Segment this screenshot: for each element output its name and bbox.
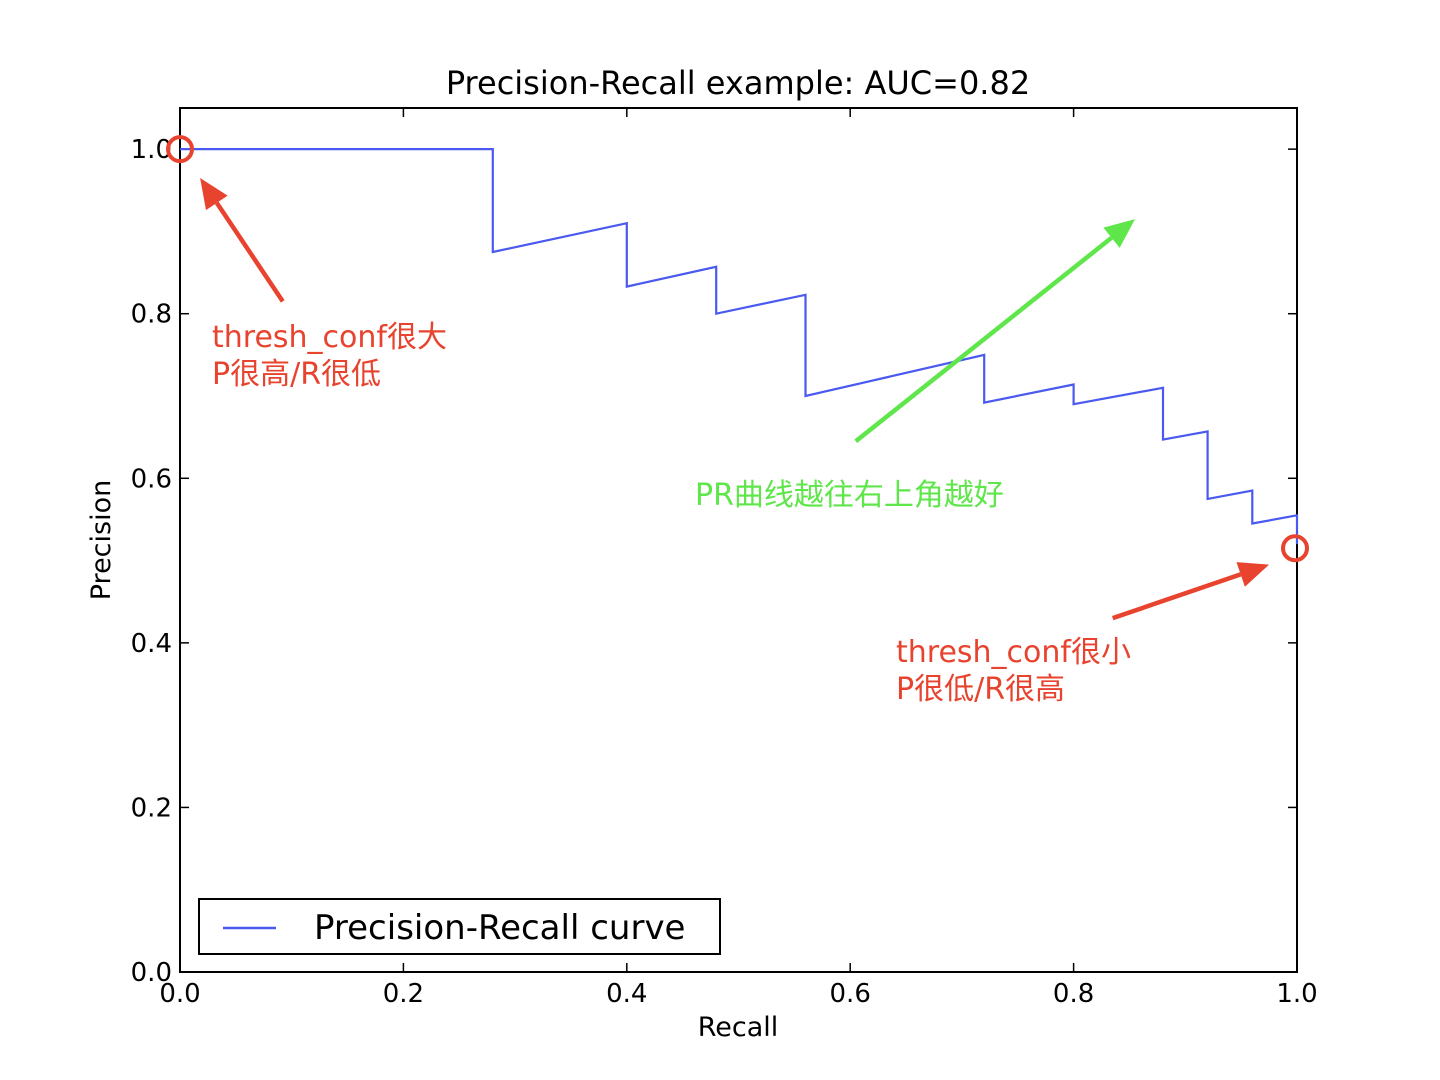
legend-label: Precision-Recall curve	[314, 908, 685, 948]
y-tick-label: 0.8	[131, 300, 172, 330]
x-tick-label: 0.6	[830, 979, 871, 1009]
tick-labels: 0.0 0.2 0.4 0.6 0.8 1.0 0.0 0.2 0.4 0.6 0.8 1.0	[131, 135, 1318, 1009]
plot-frame	[179, 107, 1298, 973]
x-tick-label: 0.8	[1053, 979, 1094, 1009]
low-threshold-arrowhead	[1236, 562, 1270, 587]
high-threshold-note-line1: thresh_conf很大	[212, 320, 447, 355]
high-threshold-arrowhead	[200, 177, 228, 211]
trend-note: PR曲线越往右上角越好	[695, 478, 1004, 513]
y-tick-label: 0.4	[131, 629, 172, 659]
x-axis-label: Recall	[698, 1012, 779, 1043]
y-tick-label: 0.2	[131, 793, 172, 823]
y-tick-label: 1.0	[131, 135, 172, 165]
y-axis-label: Precision	[86, 480, 117, 600]
low-threshold-arrow	[1111, 572, 1242, 621]
high-threshold-note-line2: P很高/R很低	[212, 357, 381, 392]
precision-recall-curve	[180, 148, 1299, 545]
x-tick-label: 0.0	[159, 979, 200, 1009]
x-tick-label: 0.4	[606, 979, 647, 1009]
axis-ticks	[179, 108, 1298, 973]
legend-box	[198, 898, 721, 955]
annotations: thresh_conf很大 P很高/R很低 thresh_conf很小 P很低/…	[166, 135, 1309, 707]
high-threshold-arrow	[214, 201, 285, 303]
chart-title: Precision-Recall example: AUC=0.82	[446, 64, 1030, 102]
high-threshold-marker	[166, 135, 194, 164]
y-tick-label: 0.0	[131, 958, 172, 988]
low-threshold-note-line1: thresh_conf很小	[896, 635, 1131, 670]
low-threshold-note-line2: P很低/R很高	[896, 672, 1065, 707]
trend-arrow	[854, 236, 1113, 444]
x-tick-label: 0.2	[383, 979, 424, 1009]
trend-arrowhead	[1103, 219, 1136, 248]
y-tick-label: 0.6	[131, 464, 172, 494]
low-threshold-marker	[1281, 534, 1309, 563]
legend: Precision-Recall curve	[198, 898, 721, 955]
x-tick-label: 1.0	[1276, 979, 1317, 1009]
